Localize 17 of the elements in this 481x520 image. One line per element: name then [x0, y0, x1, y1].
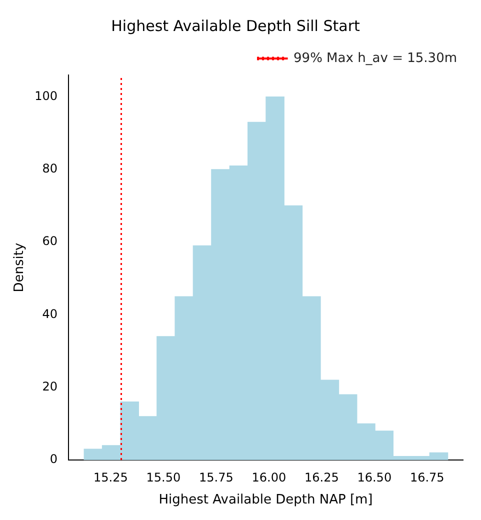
x-axis-title: Highest Available Depth NAP [m] — [158, 492, 373, 508]
x-tick-label: 15.75 — [198, 470, 234, 484]
y-tick-label: 20 — [42, 379, 58, 394]
y-tick-label: 0 — [50, 452, 58, 466]
x-tick-label: 16.50 — [357, 470, 392, 484]
x-tick-label: 16.25 — [304, 470, 339, 484]
y-tick-label: 100 — [34, 88, 58, 103]
y-tick-label: 60 — [42, 234, 58, 248]
x-tick-label: 16.75 — [410, 470, 444, 484]
x-tick-label: 15.50 — [146, 470, 181, 484]
y-tick-label: 40 — [42, 306, 58, 321]
legend-label: 99% Max h_av = 15.30m — [294, 50, 458, 66]
y-axis-title: Density — [12, 242, 28, 292]
chart-title: Highest Available Depth Sill Start — [111, 16, 360, 35]
y-tick-label: 80 — [42, 162, 58, 176]
x-tick-label: 15.25 — [94, 470, 128, 484]
x-tick-label: 16.00 — [252, 470, 286, 484]
